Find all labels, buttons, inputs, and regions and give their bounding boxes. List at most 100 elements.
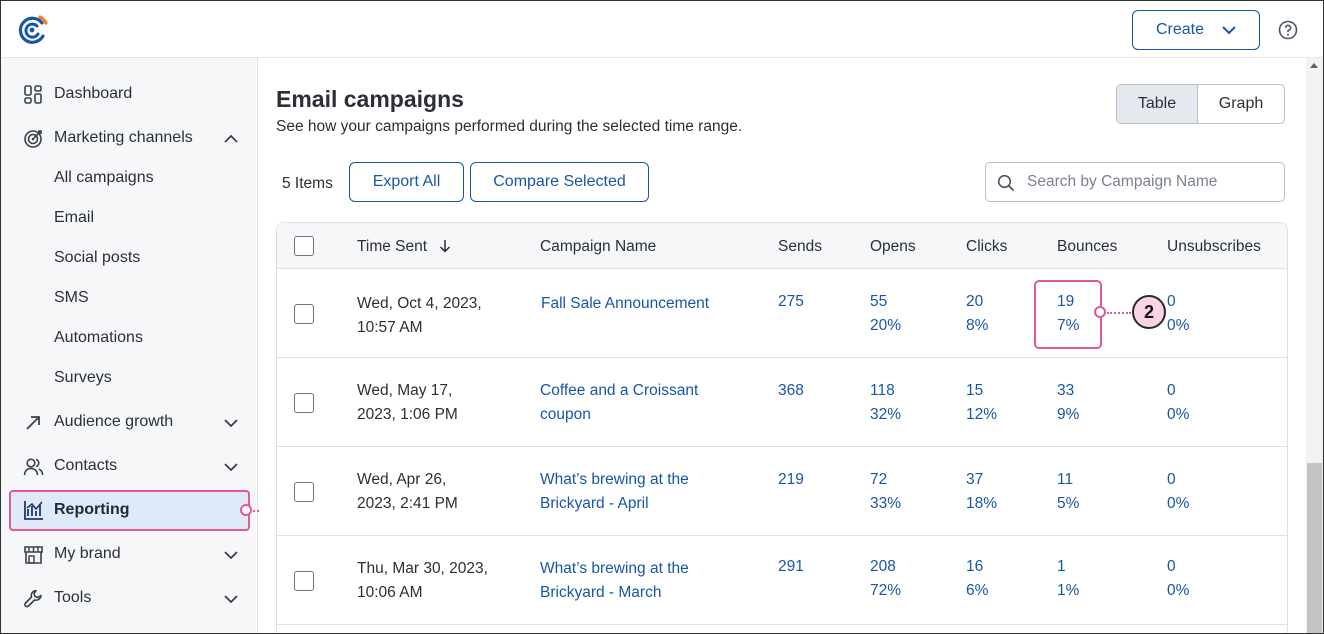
brand-logo-icon[interactable] (15, 13, 49, 47)
unsubscribes-percent: 0% (1167, 406, 1190, 423)
clicks-value: 20 (966, 293, 984, 310)
clicks-cell[interactable]: 15 12% (966, 379, 997, 427)
unsubscribes-percent: 0% (1167, 317, 1190, 334)
sidebar-subitem-automations[interactable]: Automations (54, 329, 143, 346)
unsubscribes-cell[interactable]: 0 0% (1167, 468, 1189, 516)
chevron-up-icon (224, 134, 238, 143)
opens-value: 208 (870, 558, 896, 575)
header-campaign-name[interactable]: Campaign Name (540, 238, 657, 255)
sort-arrow-down-icon (440, 240, 451, 253)
table-row: Wed, Oct 4, 2023, 10:57 AM Fall Sale Ann… (277, 269, 1287, 358)
sidebar-item-label: Marketing channels (54, 129, 193, 146)
sidebar-subitem-sms[interactable]: SMS (54, 289, 89, 306)
sidebar: Dashboard Marketing channels All campaig… (1, 58, 258, 633)
unsubscribes-cell[interactable]: 0 0% (1167, 379, 1189, 427)
opens-cell[interactable]: 118 32% (870, 379, 901, 427)
row-checkbox[interactable] (294, 571, 314, 591)
select-all-checkbox[interactable] (294, 236, 314, 256)
sidebar-subitem-surveys[interactable]: Surveys (54, 369, 112, 386)
campaign-name-line: coupon (540, 406, 591, 423)
bounces-cell[interactable]: 11 5% (1057, 468, 1079, 516)
header-opens[interactable]: Opens (870, 238, 916, 255)
sidebar-item-tools[interactable]: Tools (1, 578, 258, 618)
time-sent-line: 2023, 2:41 PM (357, 495, 458, 512)
bounces-percent: 5% (1057, 495, 1080, 512)
time-sent-cell: Wed, Oct 4, 2023, 10:57 AM (357, 292, 517, 340)
row-checkbox[interactable] (294, 482, 314, 502)
sidebar-item-audience-growth[interactable]: Audience growth (1, 402, 258, 442)
clicks-cell[interactable]: 37 18% (966, 468, 997, 516)
chevron-down-icon (1222, 26, 1236, 35)
time-sent-line: 10:06 AM (357, 584, 423, 601)
campaign-name-line: Brickyard - March (540, 584, 662, 601)
opens-percent: 33% (870, 495, 902, 512)
graph-view-button[interactable]: Graph (1218, 95, 1264, 112)
opens-value: 72 (870, 471, 888, 488)
sends-value[interactable]: 368 (778, 382, 804, 399)
sidebar-item-my-brand[interactable]: My brand (1, 534, 258, 574)
header-bounces[interactable]: Bounces (1057, 238, 1118, 255)
sidebar-item-contacts[interactable]: Contacts (1, 446, 258, 486)
unsubscribes-value: 0 (1167, 382, 1176, 399)
clicks-percent: 18% (966, 495, 998, 512)
opens-cell[interactable]: 72 33% (870, 468, 901, 516)
table-header: Time Sent Campaign Name Sends Opens Clic… (277, 223, 1287, 269)
time-sent-line: Wed, May 17, (357, 382, 453, 399)
callout-badge-2: 2 (1132, 295, 1166, 329)
create-button[interactable]: Create (1132, 10, 1260, 50)
search-placeholder: Search by Campaign Name (1027, 173, 1218, 190)
unsubscribes-cell[interactable]: 0 0% (1167, 290, 1189, 338)
campaign-name-link[interactable]: Coffee and a Croissant coupon (540, 379, 740, 427)
top-bar: Create (1, 1, 1323, 58)
chevron-down-icon (224, 463, 238, 472)
target-icon (24, 130, 42, 148)
sidebar-item-dashboard[interactable]: Dashboard (1, 74, 258, 114)
sends-value[interactable]: 219 (778, 471, 804, 488)
chevron-down-icon (224, 419, 238, 428)
chart-icon (24, 501, 43, 520)
table-view-button[interactable]: Table (1117, 85, 1198, 123)
sidebar-item-label: Audience growth (54, 413, 174, 430)
sidebar-subitem-all-campaigns[interactable]: All campaigns (54, 169, 154, 186)
scrollbar-thumb[interactable] (1307, 463, 1322, 633)
unsubscribes-cell[interactable]: 0 0% (1167, 555, 1189, 603)
unsubscribes-percent: 0% (1167, 495, 1190, 512)
sidebar-subitem-email[interactable]: Email (54, 209, 95, 226)
clicks-value: 15 (966, 382, 984, 399)
sidebar-item-reporting[interactable]: Reporting (9, 490, 250, 531)
sidebar-item-label: Contacts (54, 457, 118, 474)
row-checkbox[interactable] (294, 393, 314, 413)
search-input[interactable]: Search by Campaign Name (985, 162, 1285, 202)
opens-cell[interactable]: 55 20% (870, 290, 901, 338)
time-sent-line: Wed, Apr 26, (357, 471, 447, 488)
clicks-percent: 6% (966, 582, 989, 599)
header-clicks[interactable]: Clicks (966, 238, 1008, 255)
table-row: Wed, Apr 26, 2023, 2:41 PM What’s brewin… (277, 447, 1287, 536)
help-icon[interactable] (1278, 20, 1298, 40)
export-all-button[interactable]: Export All (349, 162, 464, 202)
opens-percent: 32% (870, 406, 902, 423)
clicks-cell[interactable]: 16 6% (966, 555, 988, 603)
sends-value[interactable]: 291 (778, 558, 804, 575)
bounces-cell[interactable]: 33 9% (1057, 379, 1079, 427)
campaign-name-link[interactable]: What’s brewing at the Brickyard - March (540, 557, 740, 605)
campaign-name-link[interactable]: Fall Sale Announcement (541, 292, 741, 316)
campaign-name-link[interactable]: What’s brewing at the Brickyard - April (540, 468, 740, 516)
opens-percent: 20% (870, 317, 902, 334)
header-unsubscribes[interactable]: Unsubscribes (1167, 238, 1261, 255)
sends-value[interactable]: 275 (778, 293, 804, 310)
clicks-cell[interactable]: 20 8% (966, 290, 988, 338)
compare-selected-button[interactable]: Compare Selected (470, 162, 649, 202)
row-checkbox[interactable] (294, 304, 314, 324)
sidebar-item-marketing-channels[interactable]: Marketing channels (1, 118, 258, 158)
opens-cell[interactable]: 208 72% (870, 555, 901, 603)
header-time-sent[interactable]: Time Sent (357, 238, 451, 256)
bounces-value: 1 (1057, 558, 1066, 575)
scroll-up-arrow-icon[interactable] (1310, 63, 1318, 68)
bounces-cell[interactable]: 19 7% (1057, 290, 1079, 338)
header-sends[interactable]: Sends (778, 238, 822, 255)
bounces-cell[interactable]: 1 1% (1057, 555, 1079, 603)
scrollbar[interactable] (1306, 58, 1323, 633)
sidebar-subitem-social-posts[interactable]: Social posts (54, 249, 141, 266)
unsubscribes-value: 0 (1167, 558, 1176, 575)
